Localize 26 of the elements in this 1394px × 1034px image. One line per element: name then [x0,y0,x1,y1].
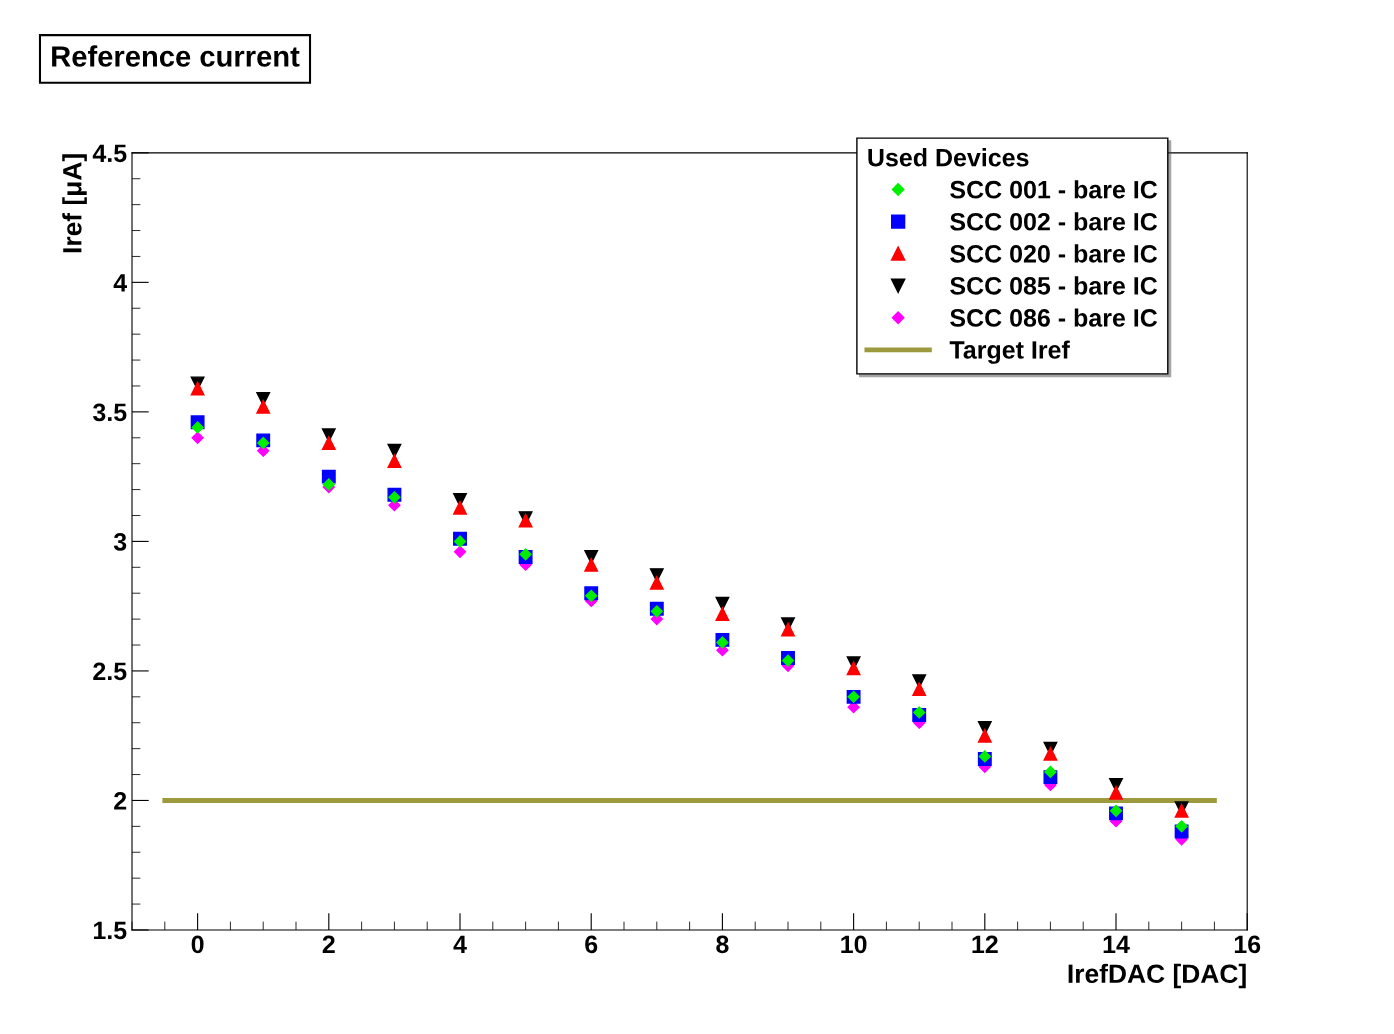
legend-label: SCC 002 - bare IC [950,212,1158,231]
chart-title: Reference current [52,45,300,67]
x-tick-label: 8 [716,935,729,954]
x-tick-label: 6 [585,935,598,954]
legend-label: Target Iref [949,340,1070,364]
legend-label: SCC 086 - bare IC [950,308,1158,327]
y-tick-label: 4 [113,274,128,292]
x-tick-label: 4 [453,935,467,953]
x-tick-label: 12 [972,935,998,953]
y-tick-label: 1.5 [93,921,127,940]
x-tick-label: 2 [322,935,335,953]
legend-label: SCC 020 - bare IC [950,244,1158,263]
x-tick-label: 10 [841,935,867,954]
x-axis-title: IrefDAC [DAC] [1068,963,1246,989]
legend-label: SCC 085 - bare IC [950,276,1158,295]
y-tick-label: 2.5 [93,662,127,681]
y-tick-label: 4.5 [92,144,127,163]
x-tick-label: 16 [1234,935,1261,954]
legend-label: SCC 001 - bare IC [950,180,1158,199]
x-tick-label: 0 [191,935,204,954]
y-tick-label: 3 [113,533,127,551]
y-tick-label: 3.5 [92,403,127,422]
y-tick-label: 2 [114,792,127,810]
x-tick-label: 14 [1103,935,1130,953]
y-axis-title: Iref [μA] [62,154,87,253]
legend-title: Used Devices [868,148,1029,167]
